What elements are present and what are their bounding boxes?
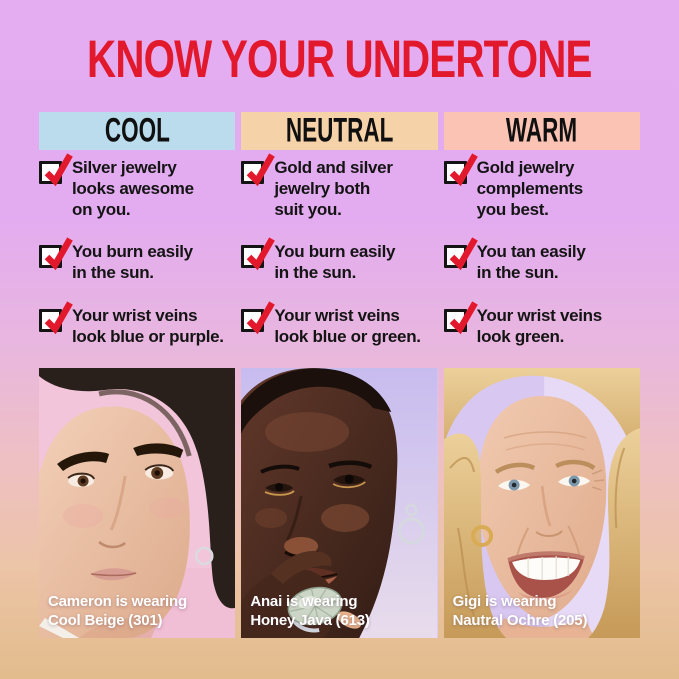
checkmark-icon [44, 301, 73, 335]
checklist-item: You tan easily in the sun. [443, 237, 640, 288]
photo-caption: Cameron is wearing Cool Beige (301) [48, 593, 187, 629]
checklist-item: Your wrist veins look green. [443, 301, 640, 352]
column-header-label: NEUTRAL [285, 111, 394, 150]
checkbox-checked-icon [443, 237, 478, 271]
diamond-gem-icon [287, 586, 343, 626]
checkmark-icon [247, 153, 276, 187]
silver-hoop-earring-icon [195, 546, 214, 566]
silver-hoop-earring-icon [405, 503, 418, 517]
checklist-item-text: You tan easily in the sun. [476, 242, 586, 282]
checkbox-checked-icon [39, 153, 73, 187]
column-header-label: WARM [506, 111, 578, 150]
checklist-item-text: Your wrist veins look blue or green. [274, 306, 421, 346]
model-photo-anai: Anai is wearing Honey Java (613) [241, 368, 438, 638]
column-neutral: NEUTRAL Gold and silver jewelry both sui… [241, 111, 438, 638]
checkbox-checked-icon [39, 301, 73, 335]
checklist-item-text: Gold and silver jewelry both suit you. [274, 158, 393, 219]
gold-hoop-earring-icon [470, 525, 493, 547]
column-warm: WARM Gold jewelry complements you best. … [443, 111, 640, 638]
checkbox-checked-icon [443, 301, 478, 335]
checklist-item-text: You burn easily in the sun. [274, 242, 396, 282]
checkmark-icon [449, 301, 478, 335]
columns-grid: COOL Silver jewelry looks awesome on you… [39, 112, 640, 638]
page-title-text: KNOW YOUR UNDERTONE [87, 30, 592, 89]
checkmark-icon [449, 153, 478, 187]
checklist-item: Silver jewelry looks awesome on you. [39, 153, 235, 226]
checklist-item-text: You burn easily in the sun. [72, 242, 193, 282]
checkbox-checked-icon [39, 237, 73, 271]
model-photo-gigi: Gigi is wearing Nautral Ochre (205) [443, 368, 640, 638]
checklist-item-text: Gold jewelry complements you best. [476, 158, 584, 219]
checkbox-checked-icon [443, 153, 478, 187]
model-illustration [39, 368, 236, 638]
column-header-label: COOL [104, 111, 170, 150]
photo-caption: Anai is wearing Honey Java (613) [250, 593, 370, 629]
checklist-item-text: Your wrist veins look blue or purple. [72, 306, 224, 346]
model-illustration [241, 368, 438, 638]
checklist-item: You burn easily in the sun. [39, 237, 235, 288]
checklist-item: Your wrist veins look blue or green. [241, 301, 437, 352]
checkbox-checked-icon [241, 153, 276, 187]
column-header-cool: COOL [39, 111, 236, 150]
column-header-warm: WARM [443, 111, 640, 150]
checklist-item-text: Your wrist veins look green. [476, 306, 603, 346]
checkmark-icon [44, 237, 73, 271]
checklist-item: Gold and silver jewelry both suit you. [241, 153, 437, 226]
checkmark-icon [44, 153, 73, 187]
model-illustration [443, 368, 640, 638]
model-photo-cameron: Cameron is wearing Cool Beige (301) [39, 368, 236, 638]
checklist-item: Gold jewelry complements you best. [443, 153, 640, 226]
checklist-item: Your wrist veins look blue or purple. [39, 301, 235, 352]
column-cool: COOL Silver jewelry looks awesome on you… [39, 111, 236, 638]
checkmark-icon [247, 237, 276, 271]
checkbox-checked-icon [241, 301, 276, 335]
checklist-item-text: Silver jewelry looks awesome on you. [72, 158, 194, 219]
checkmark-icon [247, 301, 276, 335]
checkbox-checked-icon [241, 237, 276, 271]
column-header-neutral: NEUTRAL [241, 111, 438, 150]
page-title: KNOW YOUR UNDERTONE [0, 33, 679, 86]
checklist-item: You burn easily in the sun. [241, 237, 437, 288]
checkmark-icon [449, 237, 478, 271]
photo-caption: Gigi is wearing Nautral Ochre (205) [452, 593, 588, 629]
